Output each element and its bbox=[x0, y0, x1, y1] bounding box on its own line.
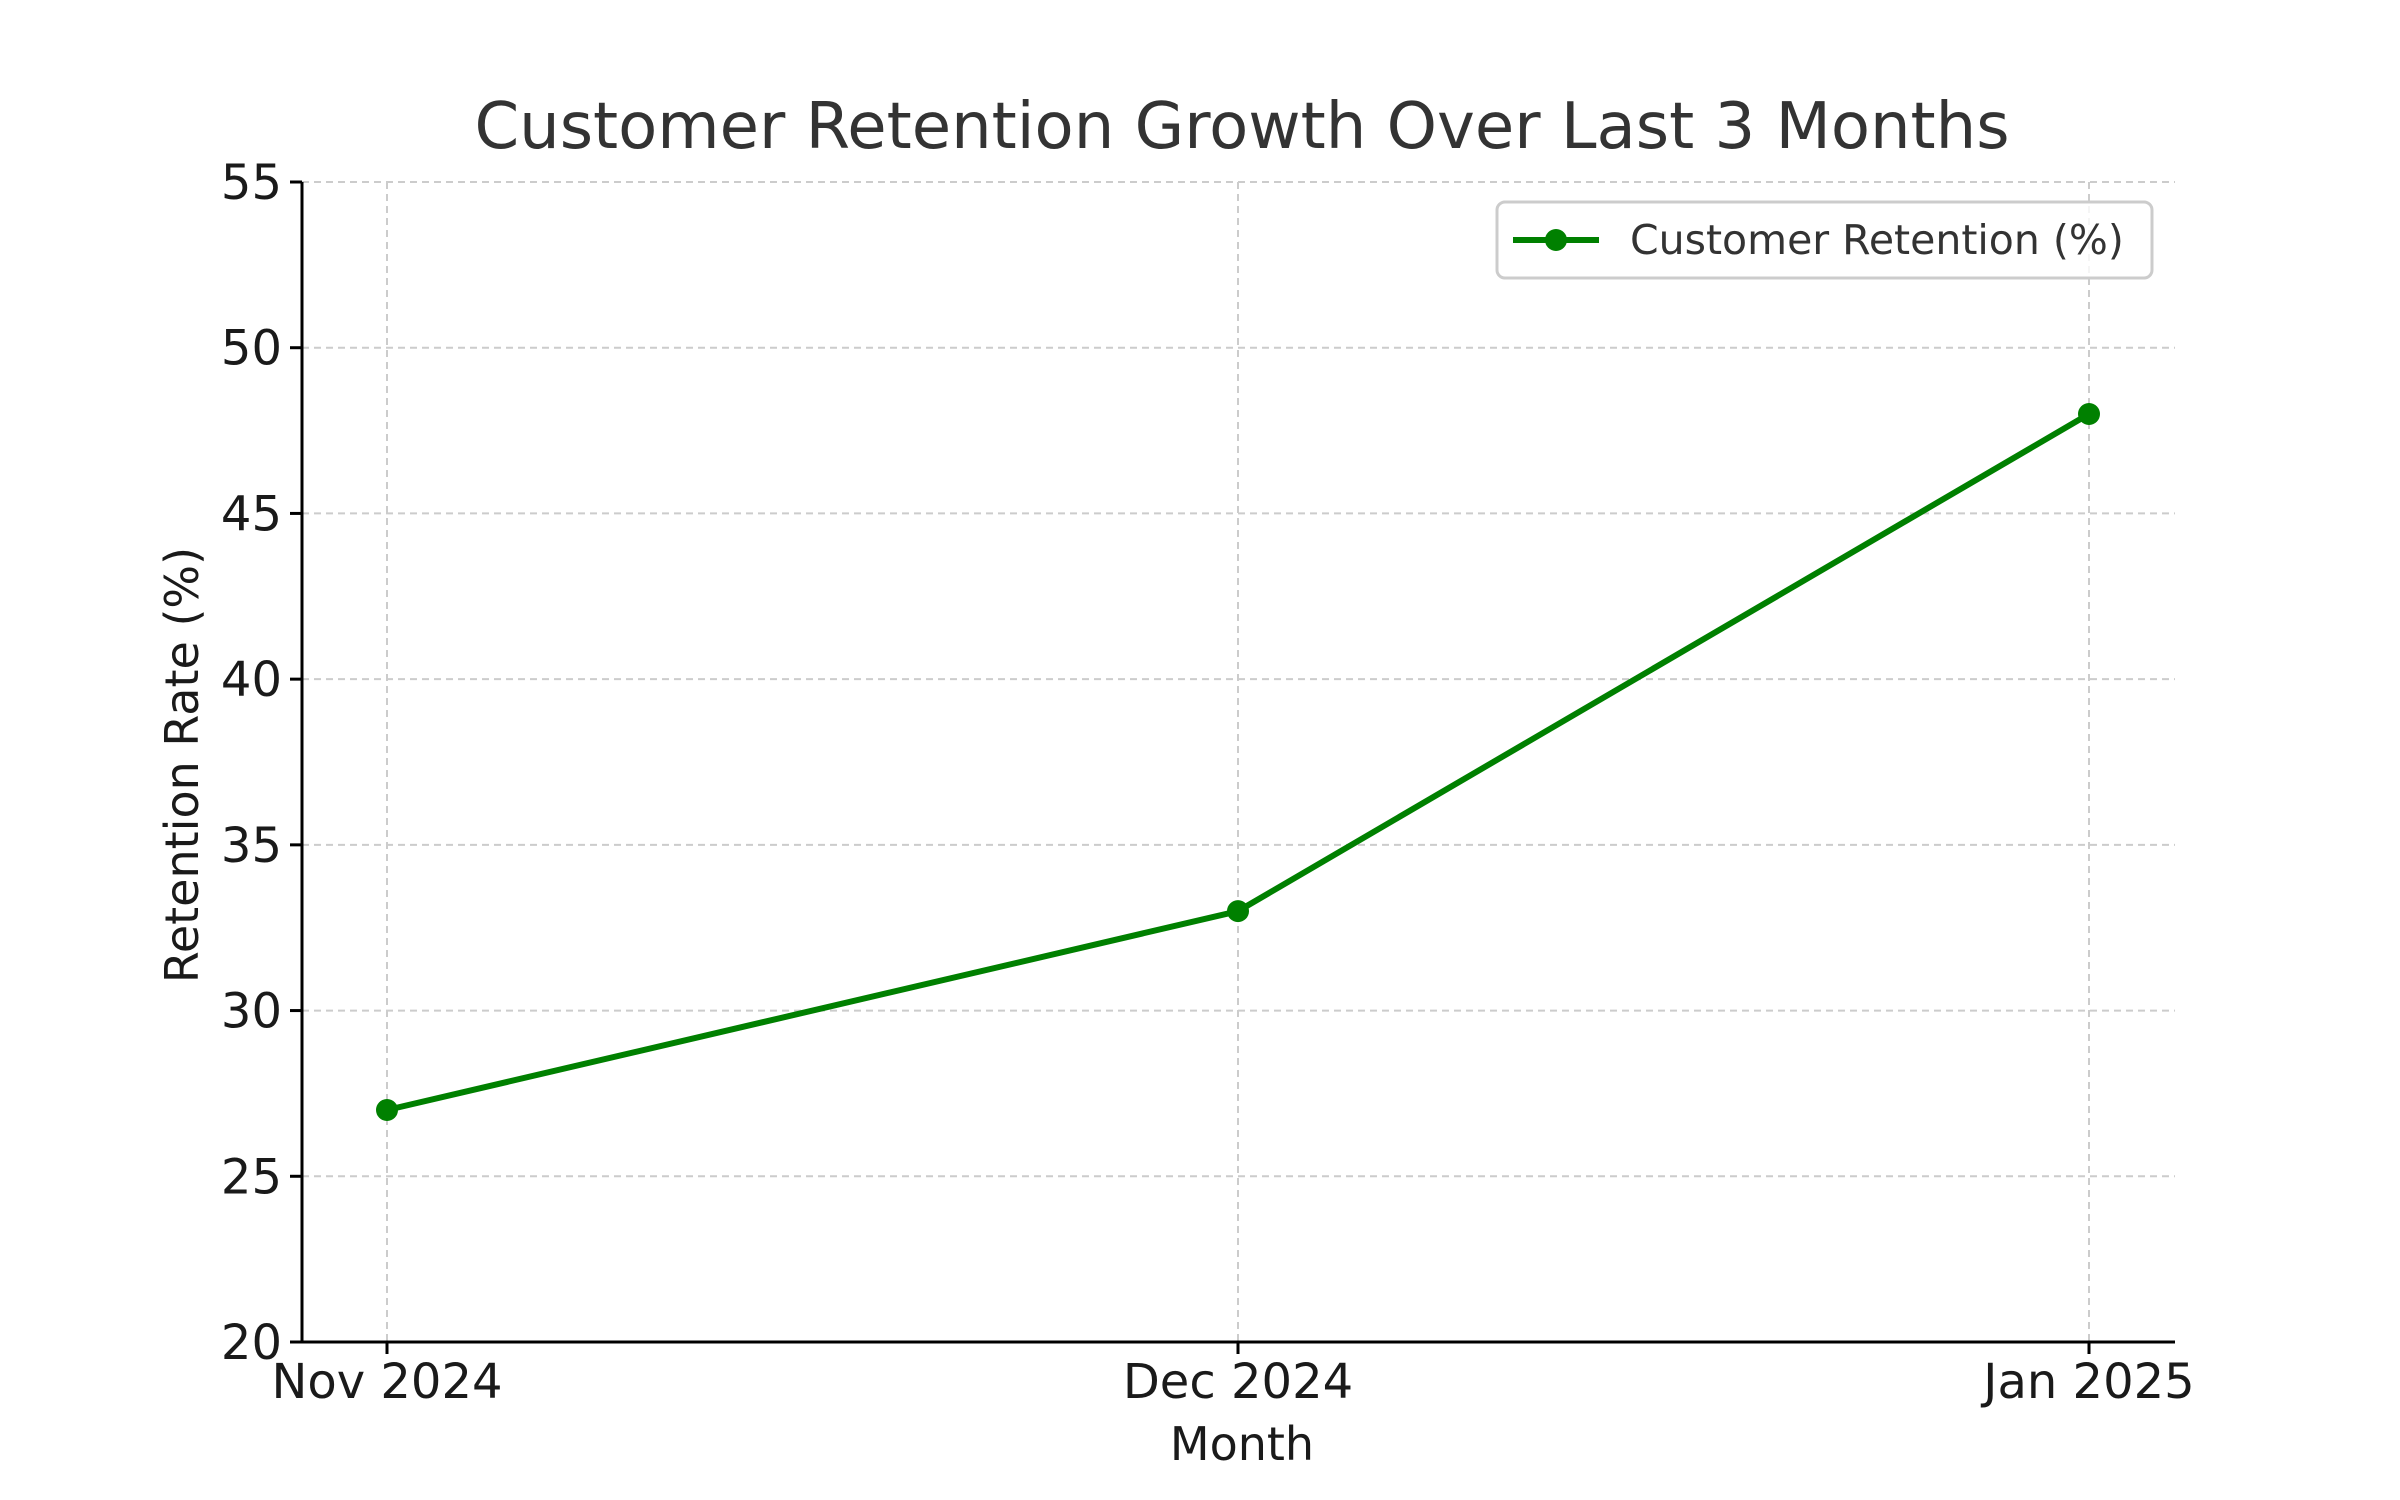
data-point-marker bbox=[2078, 403, 2100, 425]
y-tick-label: 50 bbox=[221, 321, 282, 377]
y-tick-label: 25 bbox=[221, 1149, 282, 1205]
legend-box bbox=[1495, 200, 2154, 280]
x-axis-label: Month bbox=[1170, 1417, 1314, 1471]
x-tick-label: Nov 2024 bbox=[271, 1354, 502, 1410]
y-axis-label: Retention Rate (%) bbox=[155, 547, 209, 983]
axes: 20 25 30 35 40 45 50 55 Nov 2024 Dec 2024 Jan 2025 bbox=[221, 155, 2195, 1410]
legend-label: Customer Retention (%) bbox=[1630, 216, 2124, 264]
y-tick-label: 35 bbox=[221, 818, 282, 874]
legend-marker-swatch bbox=[1545, 229, 1567, 251]
x-tick-label: Dec 2024 bbox=[1123, 1354, 1353, 1410]
x-tick-label: Jan 2025 bbox=[1980, 1354, 2194, 1410]
series bbox=[376, 403, 2100, 1121]
legend: Customer Retention (%) bbox=[1495, 200, 2154, 280]
y-tick-label: 45 bbox=[221, 486, 282, 542]
y-tick-label: 20 bbox=[221, 1315, 282, 1371]
chart-title: Customer Retention Growth Over Last 3 Mo… bbox=[474, 90, 2009, 164]
y-tick-label: 30 bbox=[221, 984, 282, 1040]
grid bbox=[302, 181, 2175, 1343]
data-point-marker bbox=[376, 1099, 398, 1121]
y-tick-label: 40 bbox=[221, 652, 282, 708]
y-tick-label: 55 bbox=[221, 155, 282, 211]
data-point-marker bbox=[1227, 900, 1249, 923]
